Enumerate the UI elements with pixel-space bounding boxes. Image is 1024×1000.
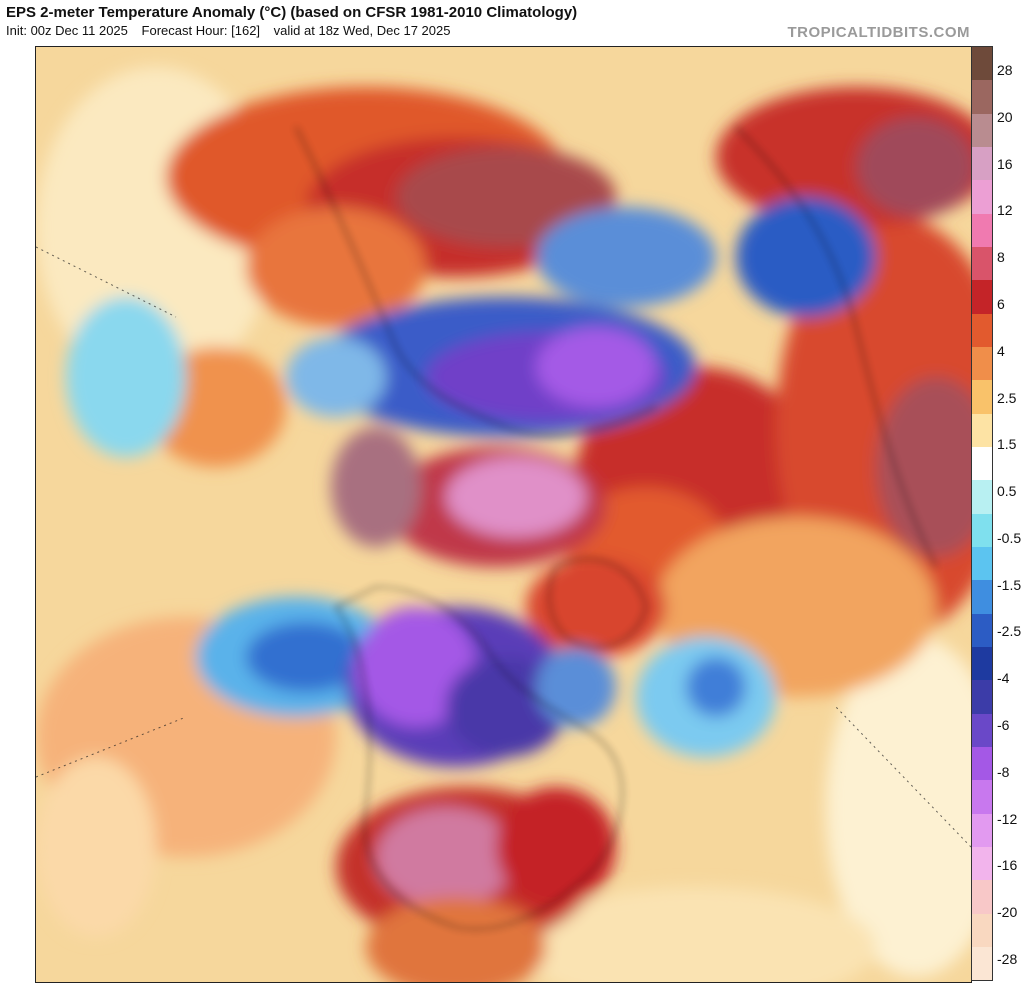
colorbar-label: -12 [997, 810, 1018, 827]
colorbar-label: -20 [997, 904, 1018, 921]
colorbar-swatch [972, 546, 992, 581]
colorbar-label: 4 [997, 342, 1005, 359]
colorbar-swatch [972, 180, 992, 214]
colorbar-swatch [972, 946, 992, 981]
colorbar-swatch [972, 47, 992, 81]
colorbar-swatch [972, 246, 992, 281]
header: EPS 2-meter Temperature Anomaly (°C) (ba… [6, 4, 577, 38]
map-title: EPS 2-meter Temperature Anomaly (°C) (ba… [6, 4, 578, 21]
colorbar-label: 12 [997, 202, 1013, 219]
coastlines [295, 126, 937, 930]
colorbar-swatch [972, 813, 992, 847]
colorbar-label: 1.5 [997, 436, 1017, 453]
colorbar-label: 8 [997, 249, 1005, 266]
colorbar-swatch [972, 380, 992, 414]
colorbar-swatch [972, 113, 992, 147]
valid-time: valid at 18z Wed, Dec 17 2025 [273, 23, 451, 38]
colorbar-swatch [972, 680, 992, 714]
colorbar-swatch [972, 880, 992, 914]
colorbar-swatch [972, 646, 992, 681]
anomaly-map [35, 46, 972, 983]
colorbar-swatch [972, 913, 992, 947]
colorbar-label: 16 [997, 155, 1013, 172]
colorbar-swatch [972, 746, 992, 781]
colorbar-label: -16 [997, 857, 1018, 874]
colorbar-swatch [972, 846, 992, 881]
anomaly-map-canvas [36, 47, 971, 982]
colorbar-swatch [972, 513, 992, 547]
colorbar-label: -0.5 [997, 529, 1022, 546]
colorbar-swatch [972, 446, 992, 481]
colorbar-swatch [972, 713, 992, 747]
colorbar-label: -2.5 [997, 623, 1022, 640]
colorbar-legend: 28 20 16 12 8 6 4 2.5 1.5 0.5 -0.5 -1.5 -2.5 -4 -6 -8 -1… [971, 46, 1024, 981]
map-subtitle: Init: 00z Dec 11 2025 Forecast Hour: [16… [6, 23, 577, 38]
colorbar-label: 20 [997, 108, 1013, 125]
colorbar-label: -4 [997, 670, 1010, 687]
colorbar-label: -1.5 [997, 576, 1022, 593]
colorbar-swatch [972, 613, 992, 647]
colorbar-swatch [972, 313, 992, 347]
colorbar-label: 6 [997, 295, 1005, 312]
colorbar-label: -6 [997, 717, 1010, 734]
init-time: Init: 00z Dec 11 2025 [6, 23, 128, 38]
colorbar-swatch [972, 80, 992, 114]
colorbar-swatch [972, 280, 992, 314]
colorbar-swatch [972, 213, 992, 247]
colorbar-swatch [972, 480, 992, 514]
colorbar-swatch [972, 346, 992, 381]
colorbar-label: 2.5 [997, 389, 1017, 406]
colorbar-label: -8 [997, 763, 1010, 780]
graticule-lines [36, 246, 971, 848]
anomaly-field [36, 67, 971, 982]
colorbar-label: -28 [997, 951, 1018, 967]
colorbar-swatch [972, 780, 992, 814]
colorbar-strip [971, 46, 993, 981]
brand-watermark: TROPICALTIDBITS.COM [787, 24, 970, 41]
colorbar-swatch [972, 146, 992, 181]
forecast-hour: Forecast Hour: [162] [141, 23, 261, 38]
colorbar-label: 0.5 [997, 483, 1017, 500]
colorbar-swatch [972, 580, 992, 614]
colorbar-label: 28 [997, 62, 1013, 78]
colorbar-swatch [972, 413, 992, 447]
